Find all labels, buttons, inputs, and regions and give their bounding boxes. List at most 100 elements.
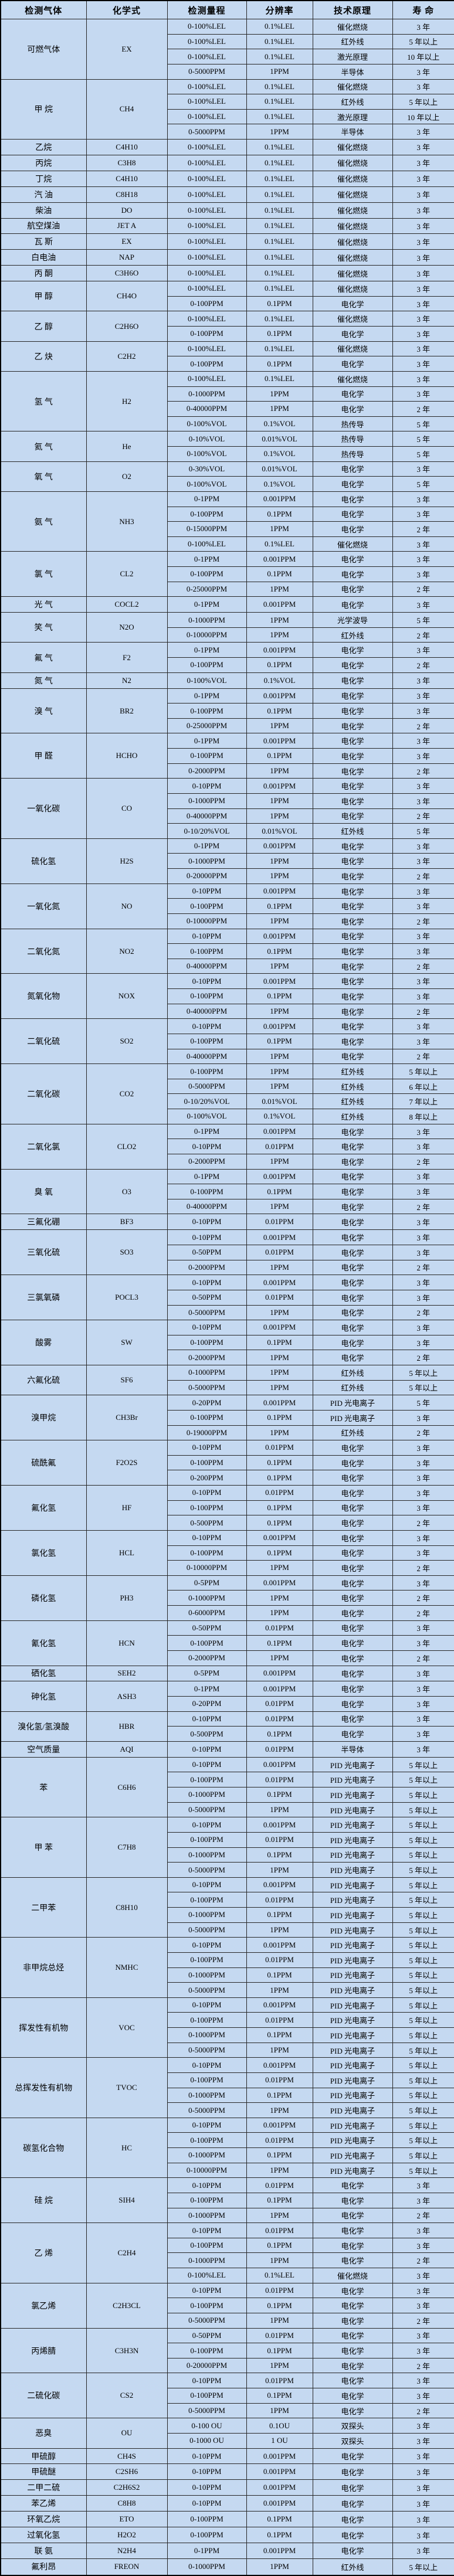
range-cell: 0-200PPM [167, 1470, 247, 1486]
resolution-cell: 0.001PPM [246, 1018, 313, 1034]
range-cell: 0-10000PPM [167, 913, 247, 929]
lifespan-cell: 3 年 [392, 793, 454, 809]
resolution-cell: 0.1%LEL [246, 341, 313, 357]
lifespan-cell: 5 年以上 [392, 1922, 454, 1938]
formula-cell: C2H2 [86, 341, 168, 372]
range-cell: 0-100%LEL [167, 2268, 247, 2283]
table-row: 乙烷 C4H10 0-100%LEL 0.1%LEL 催化燃烧 3 年 [0, 139, 454, 155]
lifespan-cell: 2 年 [392, 1259, 454, 1276]
table-row: 0-100PPM 0.1PPM 电化学 3 年 [1, 2343, 454, 2358]
resolution-cell: 0.1PPM [246, 1787, 313, 1803]
table-row: 氯 气 CL2 0-1PPM 0.001PPM 电化学 3 年 [0, 551, 454, 597]
lifespan-cell: 3 年 [392, 1681, 454, 1697]
lifespan-cell: 2 年 [392, 718, 454, 734]
table-row: 0-100%VOL 0.1%VOL 热传导 5 年 [1, 446, 454, 462]
principle-cell: PID 光电离子 [312, 1907, 393, 1923]
table-row: 氦 气 He 0-10%VOL 0.01%VOL 热传导 5 年 [0, 431, 454, 462]
gas-name-cell: 二甲二硫 [0, 2479, 87, 2496]
range-cell: 0-5000PPM [167, 1379, 247, 1396]
resolution-cell: 0.1%VOL [246, 1109, 313, 1124]
formula-cell: DO [86, 202, 168, 219]
range-cell: 0-1000PPM [167, 2558, 247, 2576]
gas-name-cell: 一氧化碳 [0, 778, 87, 839]
principle-cell: 电化学 [312, 506, 393, 522]
table-row: 0-100PPM 0.1PPM 电化学 3 年 [1, 988, 454, 1004]
lifespan-cell: 5 年 [392, 1395, 454, 1411]
principle-cell: 电化学 [312, 295, 393, 312]
range-cell: 0-5000PPM [167, 1862, 247, 1878]
table-row: 六氟化硫 SF6 0-1000PPM 1PPM 红外线 5 年以上 [0, 1364, 454, 1396]
resolution-cell: 0.01%VOL [246, 1093, 313, 1110]
resolution-cell: 0.1PPM [246, 703, 313, 719]
formula-cell: FREON [86, 2558, 168, 2576]
lifespan-cell: 3 年 [392, 371, 454, 387]
gas-name-cell: 联 氨 [0, 2543, 87, 2559]
lifespan-cell: 3 年 [392, 1665, 454, 1682]
resolution-cell: 1PPM [246, 2312, 313, 2329]
formula-cell: HF [86, 1485, 168, 1531]
resolution-cell: 0.001PPM [246, 1530, 313, 1546]
range-cell: 0-10PPM [167, 883, 247, 899]
range-cell: 0-10PPM [167, 1711, 247, 1727]
range-cell: 0-50PPM [167, 1620, 247, 1636]
range-cell: 0-100%LEL [167, 139, 247, 155]
resolution-cell: 0.1%LEL [246, 536, 313, 552]
range-cell: 0-10PPM [167, 1229, 247, 1245]
table-row: 0-5000PPM 1PPM 电化学 2 年 [1, 2312, 454, 2329]
principle-cell: 电化学 [312, 853, 393, 869]
resolution-cell: 0.01%VOL [246, 461, 313, 477]
gas-name-cell: 氯化氢 [0, 1530, 87, 1576]
resolution-cell: 0.1%LEL [246, 19, 313, 35]
range-cell: 0-1000PPM [167, 2147, 247, 2163]
table-row: 0-1000PPM 1PPM 电化学 3 年 [1, 853, 454, 869]
resolution-cell: 0.1PPM [246, 1500, 313, 1516]
formula-cell: SO2 [86, 1018, 168, 1065]
formula-cell: C2SH6 [86, 2463, 168, 2480]
resolution-cell: 0.001PPM [246, 1275, 313, 1290]
resolution-cell: 0.001PPM [246, 1395, 313, 1411]
resolution-cell: 0.001PPM [246, 688, 313, 704]
gas-name-cell: 三氟化硼 [0, 1214, 87, 1231]
gas-name-cell: 苯 [0, 1756, 87, 1818]
principle-cell: 电化学 [312, 2298, 393, 2313]
table-row: 0-40000PPM 1PPM 电化学 2 年 [1, 1048, 454, 1065]
resolution-cell: 1PPM [246, 1802, 313, 1818]
lifespan-cell: 3 年 [392, 63, 454, 80]
range-cell: 0-100PPM [167, 2388, 247, 2404]
range-cell: 0-50PPM [167, 1245, 247, 1260]
range-cell: 0-10PPM [167, 1530, 247, 1546]
principle-cell: 电化学 [312, 1530, 393, 1546]
range-cell: 0-100PPM [167, 1545, 247, 1561]
table-row: 丙烯腈 C3H3N 0-50PPM 0.01PPM 电化学 3 年 [0, 2327, 454, 2374]
range-cell: 0-100PPM [167, 1334, 247, 1351]
resolution-cell: 0.01PPM [246, 1772, 313, 1788]
resolution-cell: 0.001PPM [246, 1168, 313, 1185]
resolution-cell: 1PPM [246, 1425, 313, 1441]
lifespan-cell: 8 年以上 [392, 1109, 454, 1124]
gas-name-cell: 氰化氢 [0, 1620, 87, 1666]
lifespan-cell: 3 年 [392, 124, 454, 140]
principle-cell: 催化燃烧 [312, 2268, 393, 2283]
range-cell: 0-10PPM [167, 973, 247, 990]
principle-cell: 电化学 [312, 2192, 393, 2208]
table-row: 0-100%LEL 0.1%LEL 催化燃烧 3 年 [1, 2268, 454, 2283]
range-cell: 0-100PPM [167, 943, 247, 959]
lifespan-cell: 3 年 [392, 566, 454, 582]
table-row: 0-20PPM 0.01PPM 电化学 3 年 [1, 1696, 454, 1712]
principle-cell: 电化学 [312, 748, 393, 764]
formula-cell: N2O [86, 612, 168, 643]
lifespan-cell: 5 年 [392, 431, 454, 447]
principle-cell: 电化学 [312, 2495, 393, 2512]
lifespan-cell: 5 年以上 [392, 2087, 454, 2103]
principle-cell: 电化学 [312, 1334, 393, 1351]
lifespan-cell: 2 年 [392, 1198, 454, 1215]
lifespan-cell: 5 年 [392, 446, 454, 462]
lifespan-cell: 3 年 [392, 461, 454, 477]
gas-name-cell: 磷化氢 [0, 1575, 87, 1621]
range-cell: 0-5000PPM [167, 1982, 247, 1998]
resolution-cell: 0.1PPM [246, 988, 313, 1004]
principle-cell: 电化学 [312, 551, 393, 567]
range-cell: 0-100PPM [167, 1772, 247, 1788]
gas-name-cell: 苯乙烯 [0, 2495, 87, 2512]
lifespan-cell: 5 年以上 [392, 1831, 454, 1848]
